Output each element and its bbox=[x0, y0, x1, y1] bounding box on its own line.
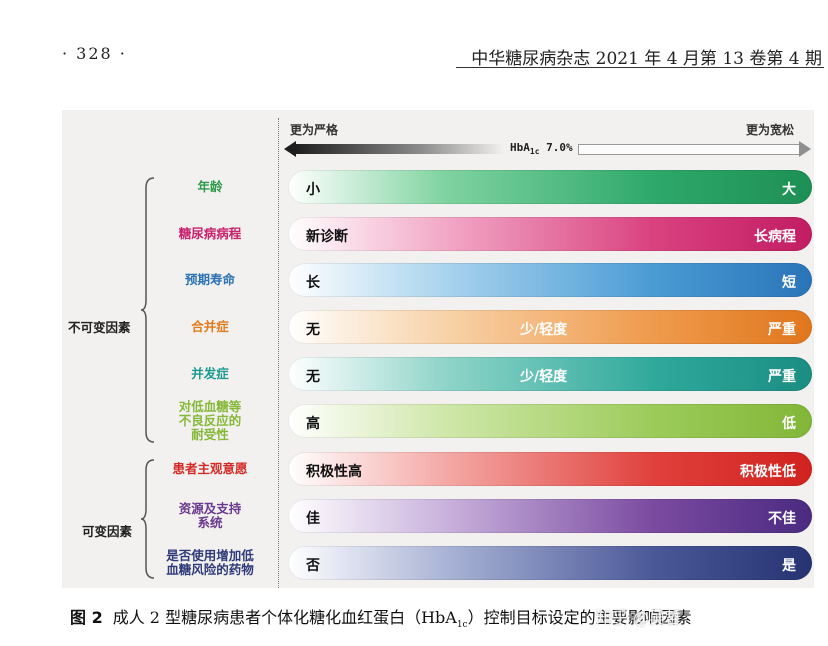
bar-right-label: 严重 bbox=[768, 369, 796, 385]
factor-label: 对低血糖等 不良反应的 耐受性 bbox=[178, 399, 242, 442]
header-rule bbox=[456, 67, 824, 68]
figure-number: 图 2 bbox=[70, 608, 103, 627]
factor-bar: 佳 不佳 bbox=[288, 499, 812, 533]
bar-right-label: 严重 bbox=[768, 322, 796, 338]
caption-subscript: 1c bbox=[456, 620, 468, 631]
bar-left-label: 积极性高 bbox=[306, 464, 362, 480]
group-label-mutable: 可变因素 bbox=[82, 524, 133, 539]
group-brace-immutable bbox=[140, 177, 155, 443]
hba1c-threshold-label: HbA1c 7.0% bbox=[510, 141, 573, 157]
factor-label: 是否使用增加低 血糖风险的药物 bbox=[166, 548, 254, 577]
stricter-label: 更为严格 bbox=[290, 123, 339, 137]
bar-right-label: 是 bbox=[782, 558, 796, 574]
stricter-arrow-head bbox=[284, 141, 296, 157]
factor-bar: 否是 bbox=[288, 546, 812, 580]
group-brace-mutable bbox=[140, 459, 155, 579]
figure-caption: 图 2 成人 2 型糖尿病患者个体化糖化血红蛋白（HbA1c）控制目标设定的主要影… bbox=[70, 604, 692, 630]
caption-text-before: 成人 2 型糖尿病患者个体化糖化血红蛋白（HbA bbox=[112, 608, 457, 627]
factor-label: 资源及支持 系统 bbox=[178, 501, 242, 530]
bar-left-label: 新诊断 bbox=[306, 229, 348, 245]
factor-label: 预期寿命 bbox=[184, 272, 235, 287]
bar-left-label: 佳 bbox=[306, 511, 320, 527]
factor-label: 合并症 bbox=[191, 319, 229, 334]
caption-text-after: ）控制目标设定的主要影响因素 bbox=[467, 608, 692, 627]
bar-left-label: 高 bbox=[306, 416, 320, 432]
bar-left-label: 无 bbox=[306, 322, 320, 338]
bar-left-label: 否 bbox=[306, 558, 320, 574]
factor-bar: 小大 bbox=[288, 170, 812, 204]
bar-left-label: 长 bbox=[306, 275, 320, 291]
looser-arrow-head bbox=[799, 141, 811, 157]
factor-bar: 新诊断 长病程 bbox=[288, 217, 812, 251]
factor-bar: 无 少/轻度 严重 bbox=[288, 357, 812, 391]
bar-middle-label: 少/轻度 bbox=[520, 369, 568, 385]
factor-label: 并发症 bbox=[191, 366, 229, 381]
bar-right-label: 大 bbox=[782, 182, 796, 198]
bar-right-label: 低 bbox=[782, 416, 796, 432]
factor-bar: 积极性高 积极性低 bbox=[288, 452, 812, 486]
factor-bar: 无 少/轻度 严重 bbox=[288, 310, 812, 344]
bar-middle-label: 少/轻度 bbox=[520, 322, 568, 338]
factor-divider bbox=[278, 118, 279, 588]
hba1c-scale: HbA1c 7.0% bbox=[284, 141, 814, 157]
bar-left-label: 小 bbox=[306, 182, 320, 198]
looser-arrow-bar bbox=[578, 144, 801, 155]
looser-label: 更为宽松 bbox=[746, 123, 795, 137]
bar-right-label: 积极性低 bbox=[740, 464, 796, 480]
bar-left-label: 无 bbox=[306, 369, 320, 385]
factor-bar: 高低 bbox=[288, 404, 812, 438]
journal-header: 中华糖尿病杂志 2021 年 4 月第 13 卷第 4 期 bbox=[471, 49, 822, 69]
group-label-immutable: 不可变因素 bbox=[68, 320, 131, 335]
factor-label: 患者主观意愿 bbox=[172, 461, 248, 476]
factor-bar: 长短 bbox=[288, 263, 812, 297]
bar-right-label: 不佳 bbox=[768, 511, 796, 527]
bar-right-label: 短 bbox=[782, 275, 796, 291]
stricter-arrow-bar bbox=[294, 144, 504, 154]
factor-label: 年龄 bbox=[197, 179, 223, 194]
bar-right-label: 长病程 bbox=[754, 229, 796, 245]
factor-label: 糖尿病病程 bbox=[178, 226, 242, 241]
page-number: · 328 · bbox=[62, 44, 127, 63]
watermark: 知乎 @吴哲 bbox=[596, 608, 682, 627]
